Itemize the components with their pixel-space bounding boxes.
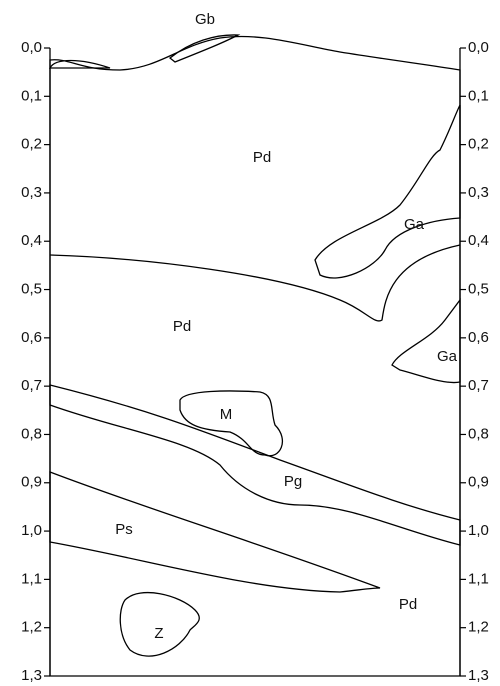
depth-label: 0,4: [21, 232, 42, 249]
depth-label: 1,1: [21, 570, 42, 587]
depth-label: 0,9: [21, 474, 42, 491]
depth-label: 0,2: [21, 136, 42, 153]
region-label: Ps: [115, 521, 133, 538]
depth-label: 1,2: [21, 619, 42, 636]
region-label: Pg: [284, 473, 302, 490]
region-label: Ga: [437, 348, 458, 365]
depth-label: 1,2: [468, 619, 489, 636]
gb-lens: [168, 34, 241, 63]
ga-body: [314, 104, 461, 279]
depth-label: 0,5: [468, 281, 489, 298]
depth-label: 0,1: [21, 87, 42, 104]
depth-label: 0,0: [21, 39, 42, 56]
depth-label: 1,1: [468, 570, 489, 587]
pd-body: [49, 35, 461, 677]
depth-label: 0,2: [468, 136, 489, 153]
region-label: Pd: [253, 149, 271, 166]
region-label: Z: [154, 625, 163, 642]
depth-label: 1,3: [468, 667, 489, 684]
depth-label: 0,4: [468, 232, 489, 249]
depth-label: 1,3: [21, 667, 42, 684]
depth-scale: 0,0 0,0 0,1 0,1 0,2 0,2 0,3 0,3 0,4 0,4 0,5 0,5 0,6 0…: [21, 39, 489, 684]
pd-boundary: [49, 244, 461, 322]
depth-label: 0,3: [468, 184, 489, 201]
depth-label: 0,5: [21, 281, 42, 298]
region-label: Ga: [404, 216, 425, 233]
region-label: Gb: [195, 11, 215, 28]
depth-label: 0,6: [21, 329, 42, 346]
depth-label: 1,0: [21, 522, 42, 539]
ga-body: [391, 298, 461, 384]
depth-label: 0,1: [468, 87, 489, 104]
region-label: Pd: [173, 318, 191, 335]
region-label: Pd: [399, 596, 417, 613]
region-label: M: [220, 406, 233, 423]
region-labels: Gb Pd Ga Pd Ga M Pg Ps Z Pd: [115, 11, 457, 642]
depth-label: 0,3: [21, 184, 42, 201]
depth-label: 0,0: [468, 39, 489, 56]
m-body: [179, 390, 284, 457]
pg-band: [49, 384, 461, 546]
depth-label: 0,8: [21, 425, 42, 442]
strata: [48, 34, 461, 677]
depth-label: 0,8: [468, 425, 489, 442]
depth-label: 1,0: [468, 522, 489, 539]
depth-label: 0,9: [468, 474, 489, 491]
depth-label: 0,6: [468, 329, 489, 346]
depth-label: 0,7: [21, 377, 42, 394]
gb-lens: [48, 59, 111, 69]
ps-band: [49, 471, 381, 593]
z-body: [119, 592, 200, 657]
depth-label: 0,7: [468, 377, 489, 394]
